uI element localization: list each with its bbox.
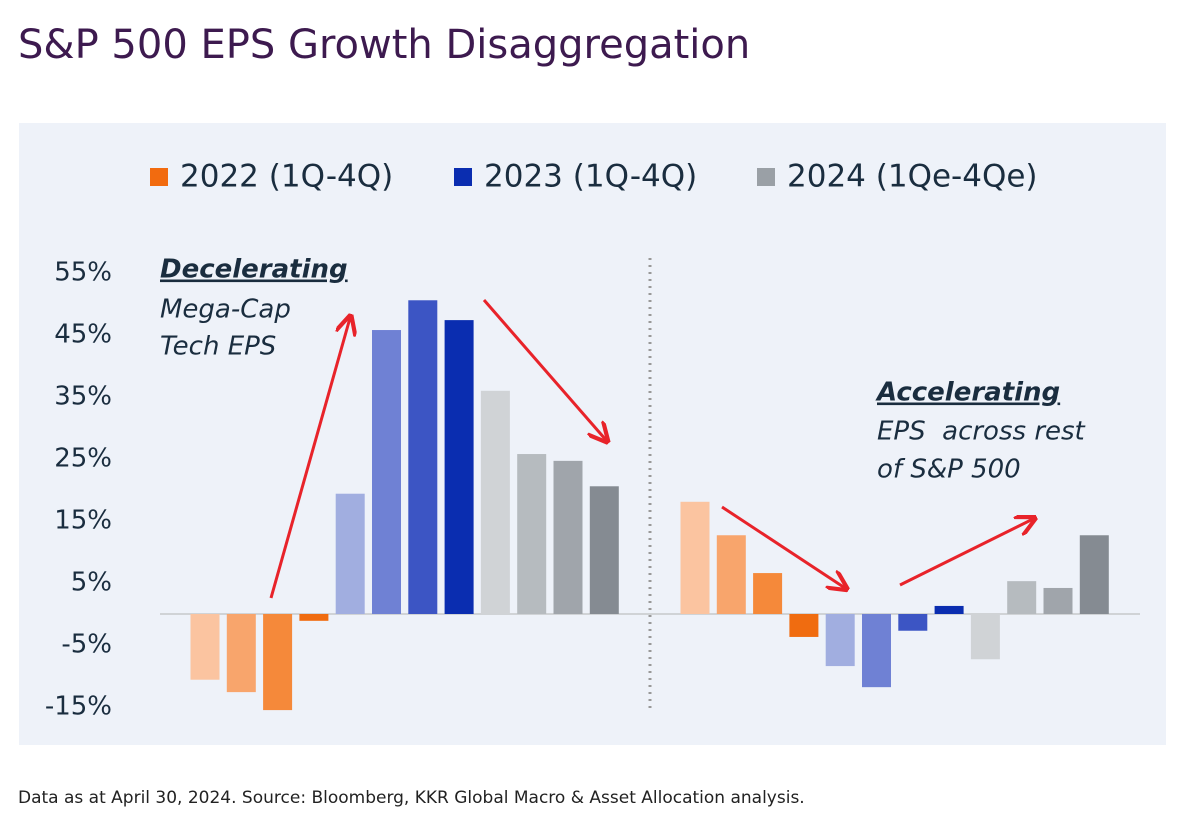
legend-label: 2022 (1Q-4Q) <box>180 159 393 195</box>
annotation-line: EPS across rest <box>877 417 1086 447</box>
bar <box>335 493 365 614</box>
legend-label: 2023 (1Q-4Q) <box>484 159 697 195</box>
annotation-line: Tech EPS <box>160 332 276 362</box>
bar <box>898 614 928 631</box>
annotation-heading: Accelerating <box>875 378 1060 408</box>
legend-swatch <box>757 168 775 186</box>
arrow <box>482 299 606 440</box>
legend-label: 2024 (1Qe-4Qe) <box>787 159 1038 195</box>
arrow <box>899 519 1033 587</box>
y-tick-label: 35% <box>54 382 112 412</box>
bar <box>825 614 855 667</box>
bar <box>190 614 220 680</box>
arrow <box>721 505 845 588</box>
bar <box>299 614 329 621</box>
y-tick-label: 15% <box>54 506 112 536</box>
arrow <box>269 318 350 599</box>
annotations: Decelerating Mega-Cap Tech EPS Accelerat… <box>160 255 1086 485</box>
bar <box>1007 581 1037 614</box>
annotation-heading: Decelerating <box>160 255 348 285</box>
arrows <box>269 299 1033 599</box>
bar <box>263 614 293 711</box>
bar <box>444 320 474 614</box>
y-tick-label: 55% <box>54 258 112 288</box>
bar <box>1079 535 1109 614</box>
bar <box>408 300 438 614</box>
y-tick-label: 25% <box>54 444 112 474</box>
bar <box>553 460 583 614</box>
bar <box>480 390 510 614</box>
bar <box>789 614 819 637</box>
bar <box>934 605 964 614</box>
annotation-line: of S&P 500 <box>877 455 1021 485</box>
bar <box>1043 587 1073 614</box>
bar <box>517 454 547 614</box>
y-tick-label: 5% <box>71 568 112 598</box>
bar <box>226 614 256 693</box>
bar <box>589 486 619 614</box>
y-tick-label: -15% <box>45 692 112 722</box>
chart-title: S&P 500 EPS Growth Disaggregation <box>18 22 750 68</box>
bar <box>862 614 891 688</box>
annotation-line: Mega-Cap <box>160 295 291 325</box>
y-tick-label: -5% <box>61 630 112 660</box>
bar <box>680 501 710 614</box>
legend-swatch <box>454 168 472 186</box>
bar <box>970 614 1000 660</box>
bar <box>753 573 783 614</box>
footnote: Data as at April 30, 2024. Source: Bloom… <box>18 788 805 808</box>
y-tick-label: 45% <box>54 320 112 350</box>
bar <box>716 535 746 614</box>
bar <box>372 330 401 614</box>
legend-swatch <box>150 168 168 186</box>
